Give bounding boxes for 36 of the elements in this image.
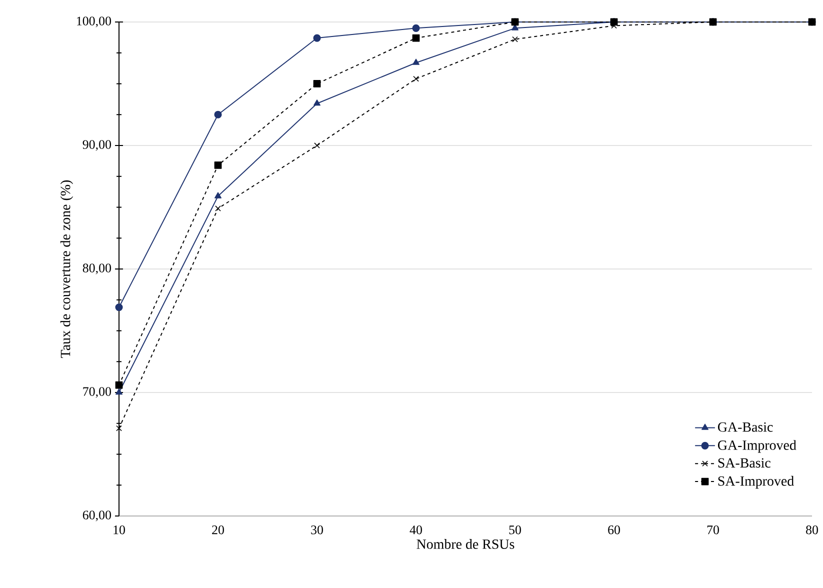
point [116, 388, 123, 395]
x-tick-label: 40 [410, 525, 422, 534]
legend-label: SA-Basic [718, 458, 770, 468]
y-tick-label: 100,00 [77, 16, 112, 28]
point [412, 58, 420, 65]
x-tick-label: 10 [114, 525, 125, 534]
point [413, 76, 419, 82]
point [115, 381, 123, 389]
x-tick-label: 80 [806, 525, 818, 534]
x-tick-label: 60 [608, 525, 620, 534]
legend-label: GA-Basic [718, 422, 773, 432]
point [116, 425, 122, 432]
point [314, 142, 320, 148]
point [115, 303, 123, 312]
x-tick-label: 20 [212, 525, 224, 534]
point [314, 100, 321, 106]
point [214, 192, 222, 198]
point [214, 110, 222, 118]
x-tick-label: 30 [311, 525, 323, 534]
legend-label: GA-Improved [718, 440, 796, 453]
legend-label: SA-Improved [718, 476, 794, 489]
x-tick-label: 70 [707, 525, 719, 534]
point [412, 34, 420, 42]
point [412, 24, 420, 32]
point [215, 206, 221, 212]
point [214, 162, 222, 169]
y-tick-label: 60,00 [82, 510, 112, 522]
y-tick-label: 80,00 [82, 264, 112, 274]
y-tick-label: 90,00 [82, 140, 112, 151]
y-tick-label: 70,00 [83, 387, 112, 398]
point [313, 34, 321, 42]
x-axis-title: Nombre de RSUs [416, 539, 514, 549]
y-axis-title: Taux de couverture de zone (%) [60, 180, 74, 358]
x-tick-label: 50 [509, 525, 521, 534]
point [512, 36, 518, 42]
point [313, 80, 321, 88]
